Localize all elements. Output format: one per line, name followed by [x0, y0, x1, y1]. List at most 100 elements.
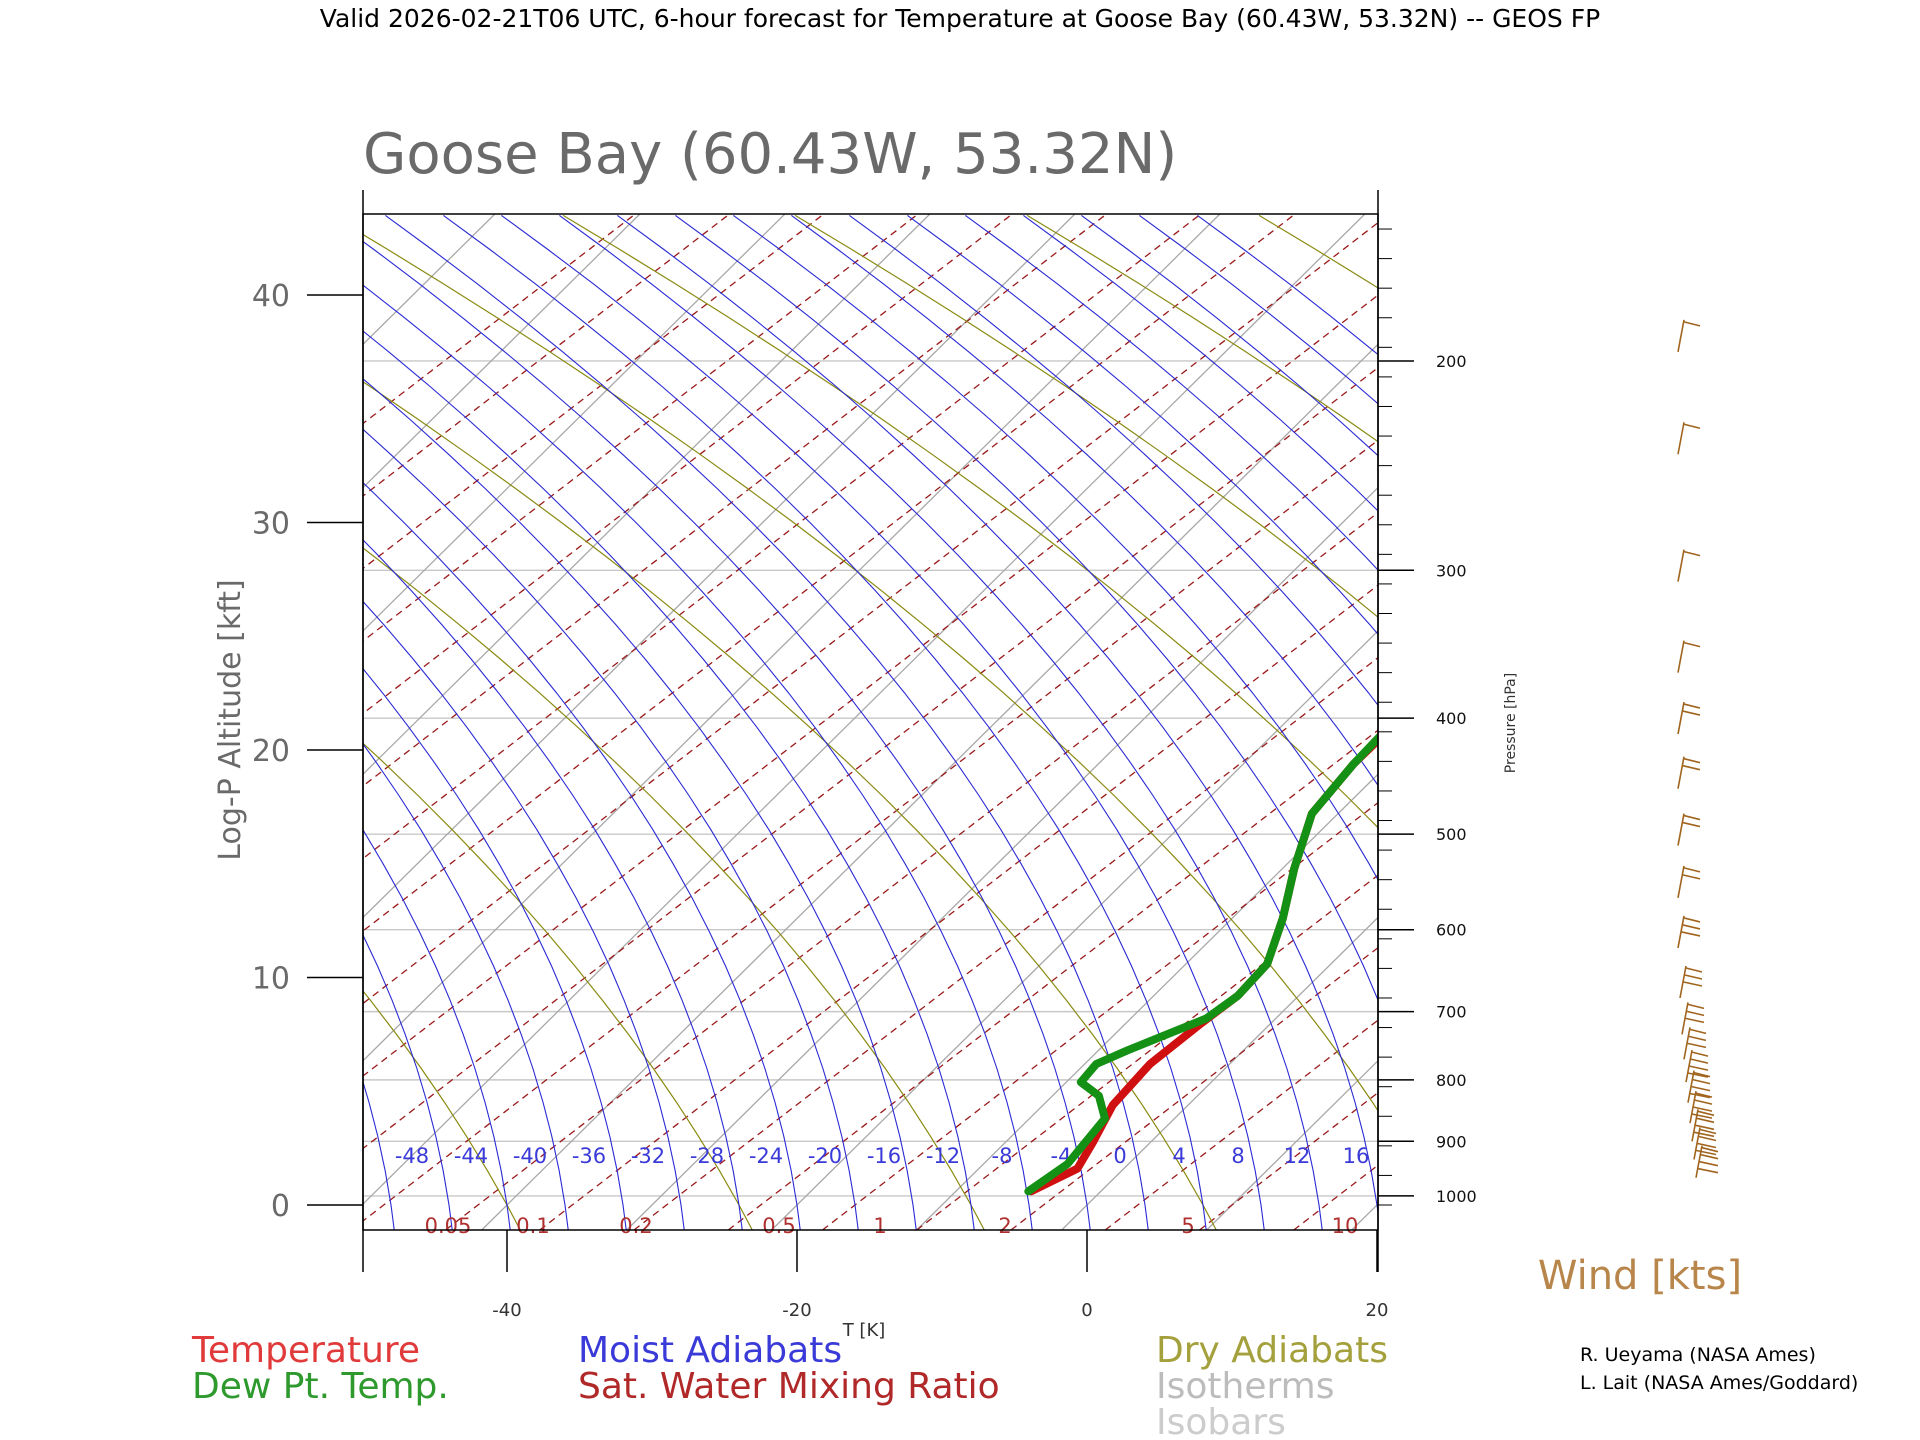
moist-adiabat-label: -32 [631, 1144, 665, 1168]
isotherm [363, 214, 641, 489]
pressure-tick-label: 800 [1436, 1071, 1467, 1090]
moist-adiabat [363, 378, 917, 1230]
y-tick-label: 40 [252, 279, 290, 314]
barb-staff [1693, 1127, 1701, 1160]
moist-adiabat-label: 16 [1343, 1144, 1370, 1168]
mixing-ratio-line [363, 214, 1202, 860]
mixing-ratio-label: 10 [1332, 1214, 1359, 1238]
legend-isobars: Isobars [1156, 1402, 1286, 1440]
moist-adiabat-label: -20 [808, 1144, 842, 1168]
barb-staff [1695, 1145, 1703, 1178]
moist-adiabat [363, 428, 859, 1230]
mixing-ratio-label: 0.1 [516, 1214, 549, 1238]
moist-adiabat-label: 4 [1172, 1144, 1185, 1168]
mixing-ratio-line [363, 439, 1378, 1222]
wind-barbs [1677, 319, 1719, 1178]
wind-barb [1677, 915, 1701, 949]
moist-adiabat [363, 667, 627, 1230]
barb-staff [1689, 1090, 1697, 1124]
moist-adiabat [443, 214, 1207, 1230]
mixing-ratio-line [1388, 214, 1920, 1230]
x-tick-label: -40 [492, 1300, 521, 1321]
barb-staff [1677, 319, 1685, 353]
mixing-ratio-line [1010, 946, 1378, 1230]
barb-feather [1685, 967, 1703, 973]
barb-feather [1691, 1085, 1711, 1092]
barb-feather [1696, 1149, 1717, 1156]
barb-feather [1688, 1072, 1709, 1078]
moist-adiabat [849, 214, 1378, 707]
moist-adiabat [1023, 214, 1378, 512]
moist-adiabat-label: -16 [867, 1144, 901, 1168]
moist-adiabat-label: -36 [572, 1144, 606, 1168]
background-lines [363, 214, 1920, 1239]
dry-adiabat [794, 214, 1378, 618]
isotherm [1206, 1059, 1378, 1230]
mixing-ratio-line [363, 214, 1107, 787]
pressure-tick-label: 500 [1436, 825, 1467, 844]
pressure-tick-label: 700 [1436, 1003, 1467, 1022]
temperature-line [1027, 734, 1378, 1196]
wind-barb [1677, 701, 1701, 735]
barb-feather [1682, 764, 1701, 771]
mixing-ratio-label: 0.2 [619, 1214, 652, 1238]
moist-adiabat [363, 482, 801, 1230]
dry-adiabat [363, 990, 521, 1230]
mixing-ratio-line [363, 366, 1378, 1150]
wind-barb [1677, 319, 1701, 353]
wind-barb [1685, 1050, 1709, 1083]
legend: Temperature Dew Pt. Temp. Moist Adiabats… [191, 1330, 1388, 1440]
moist-adiabat-label: 8 [1231, 1144, 1244, 1168]
legend-dry-adiabats: Dry Adiabats [1156, 1330, 1388, 1371]
moist-adiabat [363, 330, 975, 1230]
legend-temperature: Temperature [191, 1330, 420, 1371]
mixing-ratio-line [1199, 1091, 1378, 1230]
moist-adiabat-label: 0 [1113, 1144, 1126, 1168]
wind-label: Wind [kts] [1538, 1253, 1742, 1299]
credits: R. Ueyama (NASA Ames) L. Lait (NASA Ames… [1580, 1344, 1858, 1394]
mixing-ratio-label: 5 [1181, 1214, 1194, 1238]
barb-feather [1695, 1124, 1715, 1131]
isotherm [771, 629, 1378, 1230]
barb-feather [1685, 1017, 1705, 1024]
pressure-tick-label: 300 [1436, 561, 1467, 580]
barb-feather [1681, 931, 1701, 937]
moist-adiabat-label: -40 [513, 1144, 547, 1168]
isotherm [363, 214, 786, 632]
dry-adiabat [1491, 215, 1920, 1239]
x-tick-label: -20 [782, 1300, 811, 1321]
mixing-ratio-line [363, 221, 1378, 1005]
barb-feather [1683, 423, 1701, 430]
barb-feather [1682, 821, 1701, 828]
moist-adiabat [363, 600, 685, 1230]
barb-feather [1686, 1010, 1705, 1017]
barb-staff [1677, 865, 1685, 899]
dry-adiabat [562, 214, 1378, 829]
dry-adiabat [363, 547, 985, 1230]
barb-feather [1683, 757, 1701, 764]
mixing-ratio-label: 0.5 [762, 1214, 795, 1238]
moist-adiabat [363, 828, 511, 1230]
barb-staff [1685, 1050, 1693, 1083]
mixing-ratio-line [445, 511, 1378, 1230]
barb-staff [1677, 422, 1685, 455]
pressure-tick-label: 900 [1436, 1132, 1467, 1151]
wind-barb [1693, 1127, 1717, 1160]
barb-staff [1677, 915, 1685, 949]
moist-adiabat [559, 214, 1323, 1230]
moist-adiabat-label: 12 [1284, 1144, 1311, 1168]
barb-feather [1683, 550, 1701, 557]
dry-adiabat [363, 381, 1217, 1230]
barb-feather [1697, 1110, 1715, 1117]
isotherm [1497, 214, 1920, 1230]
wind-barb [1677, 640, 1701, 673]
barb-feather [1695, 1092, 1713, 1098]
moist-adiabat-label: -44 [454, 1144, 488, 1168]
y-tick-label: 20 [252, 734, 290, 769]
barb-feather [1694, 1131, 1715, 1138]
chart-title: Goose Bay (60.43W, 53.32N) [363, 122, 1177, 187]
moist-adiabat [363, 284, 1033, 1230]
wind-barb [1677, 549, 1701, 582]
isotherm [363, 214, 1221, 1062]
moist-adiabat-label: -28 [690, 1144, 724, 1168]
